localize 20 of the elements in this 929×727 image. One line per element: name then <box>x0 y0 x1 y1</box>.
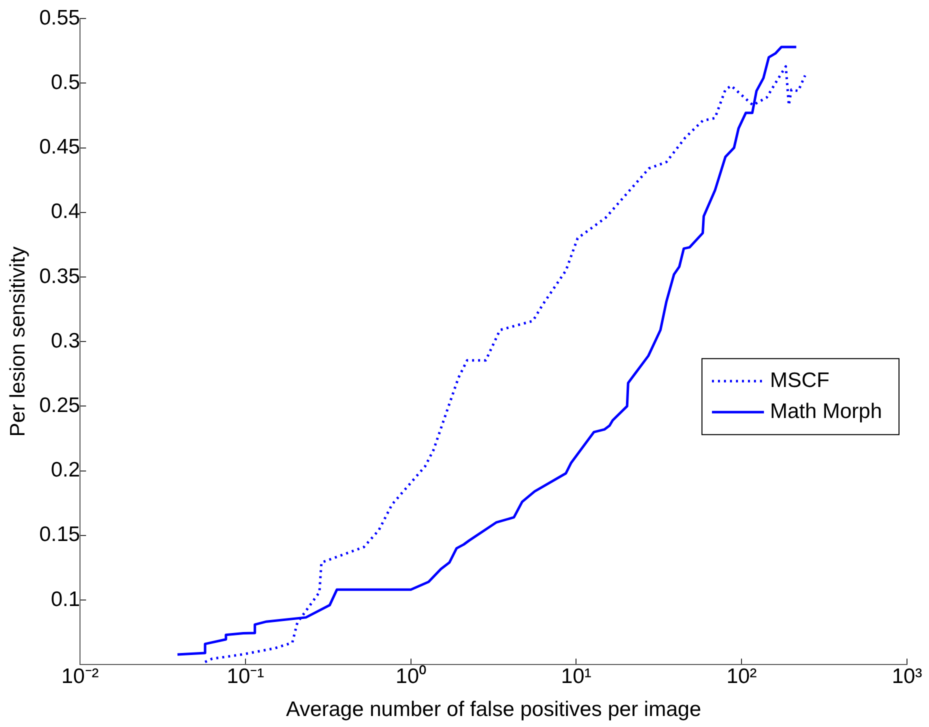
x-tick-label: 10⁻¹ <box>226 664 264 688</box>
legend-label: MSCF <box>770 368 830 392</box>
y-tick-label: 0.25 <box>39 394 80 417</box>
y-tick-label: 0.35 <box>39 264 80 288</box>
y-tick-label: 0.45 <box>39 136 80 159</box>
y-tick-label: 0.5 <box>50 70 80 94</box>
y-tick-label: 0.55 <box>39 6 80 30</box>
x-tick-label: 10³ <box>892 664 922 688</box>
y-tick-label: 0.15 <box>39 523 80 546</box>
y-tick-label: 0.3 <box>50 329 80 352</box>
x-axis-title: Average number of false positives per image <box>286 698 702 722</box>
x-tick-label: 10⁻² <box>61 664 99 688</box>
y-axis-title: Per lesion sensitivity <box>6 246 30 437</box>
legend-label: Math Morph <box>770 400 882 423</box>
y-tick-label: 0.2 <box>50 458 80 482</box>
y-tick-label: 0.4 <box>50 200 80 224</box>
x-tick-label: 10² <box>726 664 757 688</box>
y-tick-label: 0.1 <box>50 588 80 611</box>
x-tick-label: 10¹ <box>561 664 592 688</box>
x-tick-label: 10⁰ <box>396 664 426 688</box>
